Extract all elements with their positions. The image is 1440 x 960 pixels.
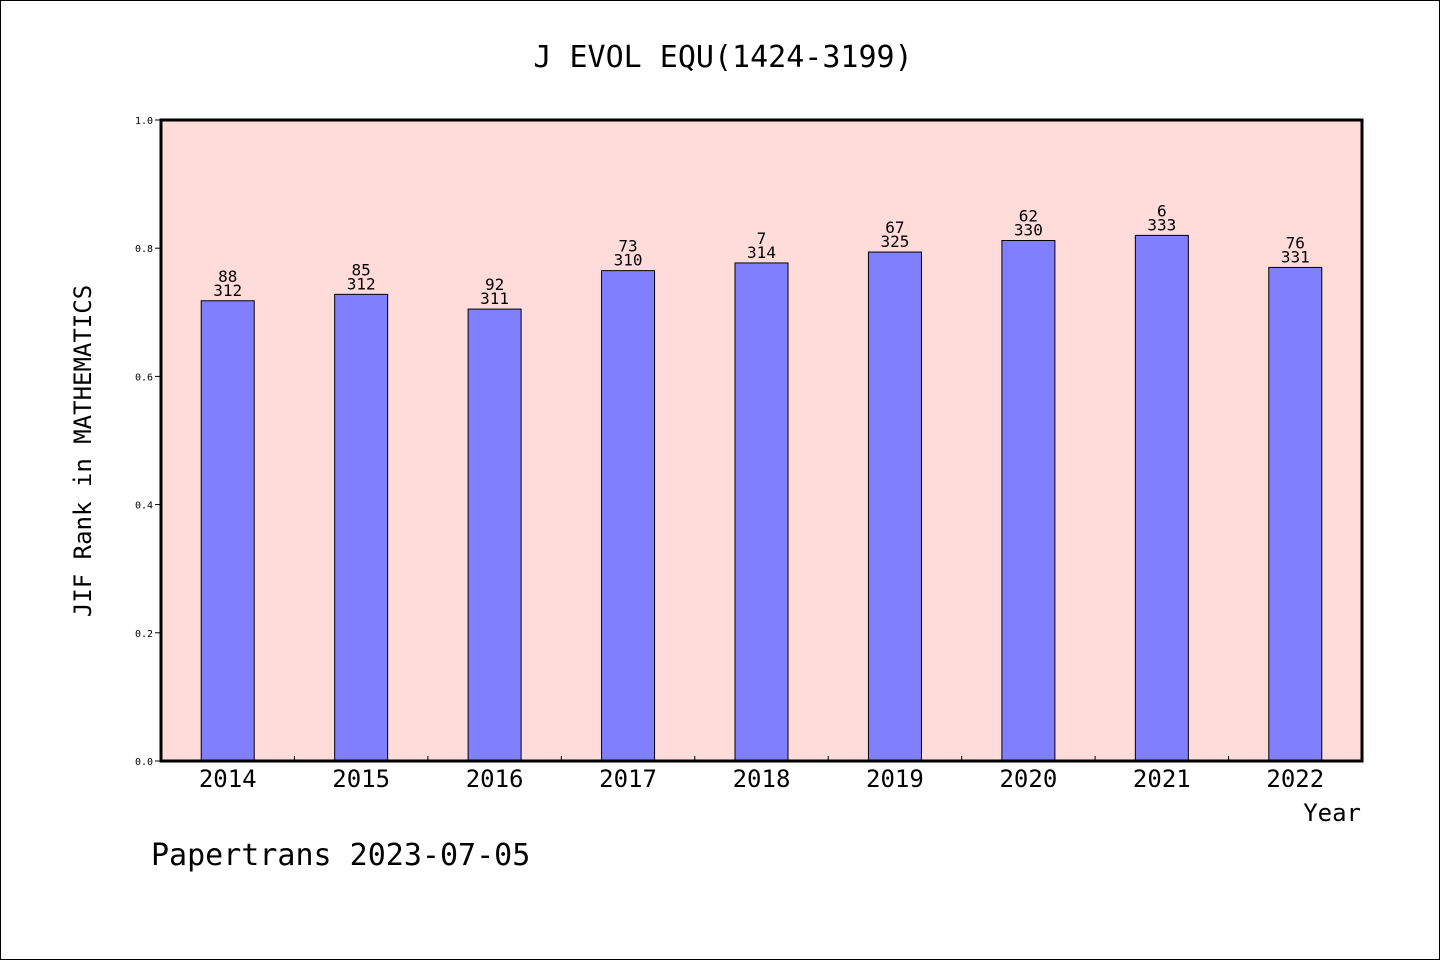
x-tick-label: 2015 bbox=[332, 765, 390, 793]
bar bbox=[1001, 240, 1056, 762]
bar-series bbox=[200, 234, 1323, 762]
rank-label: 85 bbox=[352, 260, 371, 279]
footer-text: Papertrans 2023-07-05 bbox=[151, 838, 530, 873]
total-label: 331 bbox=[1281, 247, 1310, 266]
total-label: 310 bbox=[614, 251, 643, 270]
bar bbox=[601, 270, 656, 762]
rank-label: 62 bbox=[1019, 207, 1038, 226]
x-tick-label: 2014 bbox=[199, 765, 257, 793]
rank-label: 76 bbox=[1286, 233, 1305, 252]
bar bbox=[1268, 266, 1323, 762]
total-label: 325 bbox=[880, 232, 909, 251]
x-axis-ticks: 2014 2015 2016 2017 2018 2019 2020 2021 2022 bbox=[199, 756, 1324, 793]
x-tick-label: 2021 bbox=[1133, 765, 1191, 793]
chart-title: J EVOL EQU(1424-3199) bbox=[533, 40, 912, 75]
x-tick-label: 2017 bbox=[599, 765, 657, 793]
total-label: 311 bbox=[480, 289, 509, 308]
x-tick-label: 2018 bbox=[733, 765, 791, 793]
bar bbox=[334, 293, 389, 762]
bar bbox=[200, 300, 255, 762]
x-tick-label: 2020 bbox=[999, 765, 1057, 793]
y-axis-label: JIF Rank in MATHEMATICS bbox=[69, 285, 97, 617]
rank-label: 73 bbox=[618, 237, 637, 256]
total-label: 312 bbox=[213, 281, 242, 300]
rank-label: 92 bbox=[485, 275, 504, 294]
y-tick-label: 0.4 bbox=[135, 501, 153, 512]
x-tick-label: 2022 bbox=[1266, 765, 1324, 793]
y-tick-label: 0.8 bbox=[135, 244, 153, 255]
total-label: 314 bbox=[747, 243, 776, 262]
rank-label: 6 bbox=[1157, 201, 1167, 220]
total-label: 312 bbox=[347, 274, 376, 293]
rank-label: 88 bbox=[218, 267, 237, 286]
plot-border bbox=[159, 118, 1364, 763]
x-tick-label: 2019 bbox=[866, 765, 924, 793]
y-tick-label: 0.6 bbox=[135, 372, 153, 383]
bar bbox=[1134, 234, 1189, 762]
rank-label: 67 bbox=[885, 218, 904, 237]
y-tick-label: 0.2 bbox=[135, 629, 153, 640]
bar bbox=[734, 262, 789, 762]
total-label: 333 bbox=[1147, 215, 1176, 234]
x-axis-label: Year bbox=[1303, 799, 1361, 827]
bar bbox=[867, 251, 922, 762]
total-label: 330 bbox=[1014, 221, 1043, 240]
bar bbox=[467, 308, 522, 762]
y-tick-label: 1.0 bbox=[135, 116, 153, 127]
x-tick-label: 2016 bbox=[466, 765, 524, 793]
rank-label: 7 bbox=[757, 229, 767, 248]
y-tick-label: 0.0 bbox=[135, 757, 153, 768]
y-axis-ticks: 0.0 0.2 0.4 0.6 0.8 1.0 bbox=[135, 116, 161, 768]
